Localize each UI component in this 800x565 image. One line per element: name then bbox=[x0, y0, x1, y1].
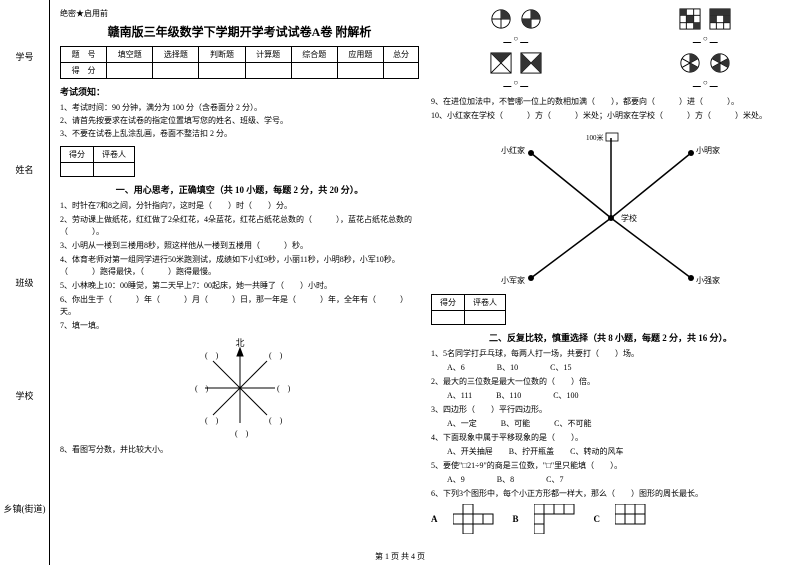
score-col-3: 判断题 bbox=[199, 47, 245, 63]
q1-3: 3、小明从一楼到三楼用8秒，照这样他从一楼到五楼用（ ）秒。 bbox=[60, 240, 419, 252]
fractions-row-2: ○ ○ bbox=[431, 52, 790, 88]
fraction-group-4: ○ bbox=[679, 52, 731, 88]
notice-title: 考试须知： bbox=[60, 85, 419, 98]
q2-1: 1、5名同学打乒乓球，每两人打一场，共要打（ ）场。 bbox=[431, 348, 790, 360]
score-col-0: 题 号 bbox=[61, 47, 107, 63]
q2-5-opts: A、9 B、8 C、7 bbox=[431, 474, 790, 486]
margin-label-1: 乡镇(街道) bbox=[4, 502, 46, 515]
q1-9: 9、在进位加法中，不管哪一位上的数相加满（ ），都要向（ ）进（ ）。 bbox=[431, 96, 790, 108]
rules: 1、考试时间：90 分钟，满分为 100 分（含卷面分 2 分）。 2、请首先按… bbox=[60, 102, 419, 140]
sub-score-table-1: 得分评卷人 bbox=[60, 146, 135, 177]
fraction-group-3: ○ bbox=[490, 52, 542, 88]
score-table: 题 号 填空题 选择题 判断题 计算题 综合题 应用题 总分 得 分 bbox=[60, 46, 419, 79]
q2-4-opts: A、开关抽屉 B、拧开瓶盖 C、转动的风车 bbox=[431, 446, 790, 458]
compass-diagram: 北 ( ) ( ) ( ) ( ) ( ) ( ) ( ) bbox=[185, 338, 295, 438]
right-column: ○ ○ ○ bbox=[431, 8, 790, 557]
polyomino-shapes: A B C bbox=[431, 504, 790, 534]
q1-2: 2、劳动课上做纸花，红红做了2朵红花，4朵蓝花，红花占纸花总数的（ ），蓝花占纸… bbox=[60, 214, 419, 238]
score-col-5: 综合题 bbox=[291, 47, 337, 63]
q1-6: 6、你出生于（ ）年（ ）月（ ）日，那一年是（ ）年，全年有（ ）天。 bbox=[60, 294, 419, 318]
q2-2: 2、最大的三位数是最大一位数的（ ）倍。 bbox=[431, 376, 790, 388]
svg-text:( ): ( ) bbox=[205, 351, 219, 360]
svg-text:小强家: 小强家 bbox=[696, 275, 720, 285]
sub-score-c2: 评卷人 bbox=[94, 147, 135, 163]
rule-2: 2、请首先按要求在试卷的指定位置填写您的姓名、班级、学号。 bbox=[60, 115, 419, 128]
rule-1: 1、考试时间：90 分钟，满分为 100 分（含卷面分 2 分）。 bbox=[60, 102, 419, 115]
svg-text:小明家: 小明家 bbox=[696, 145, 720, 155]
svg-text:( ): ( ) bbox=[269, 416, 283, 425]
fractions-row-1: ○ ○ bbox=[431, 8, 790, 44]
section1-head: 一、用心思考，正确填空（共 10 小题，每题 2 分，共 20 分）。 bbox=[60, 183, 419, 196]
score-col-1: 填空题 bbox=[107, 47, 153, 63]
q2-4: 4、下面现象中属于平移现象的是（ ）。 bbox=[431, 432, 790, 444]
margin-label-2: 学校 bbox=[15, 389, 33, 402]
shape-label-b: B bbox=[513, 514, 519, 524]
q2-5: 5、要使"□21÷9"的商是三位数，"□"里只能填（ ）。 bbox=[431, 460, 790, 472]
rule-3: 3、不要在试卷上乱涂乱画，卷面不整洁扣 2 分。 bbox=[60, 128, 419, 141]
content-area: 绝密★启用前 赣南版三年级数学下学期开学考试试卷A卷 附解析 题 号 填空题 选… bbox=[50, 0, 800, 565]
shape-label-a: A bbox=[431, 514, 438, 524]
exam-title: 赣南版三年级数学下学期开学考试试卷A卷 附解析 bbox=[60, 23, 419, 40]
q1-4: 4、体育老师对第一组同学进行50米跑测试，成绩如下小红9秒，小丽11秒，小明8秒… bbox=[60, 254, 419, 278]
fraction-group-2: ○ bbox=[679, 8, 731, 44]
square-fraction-icon bbox=[679, 8, 701, 30]
binding-margin: 学号 姓名 班级 学校 乡镇(街道) bbox=[0, 0, 50, 565]
q1-5: 5、小林晚上10：00睡觉，第二天早上7：00起床，她一共睡了（ ）小时。 bbox=[60, 280, 419, 292]
sub-score-c1: 得分 bbox=[61, 147, 94, 163]
svg-text:( ): ( ) bbox=[235, 429, 249, 438]
svg-text:小红家: 小红家 bbox=[501, 145, 525, 155]
margin-label-3: 班级 bbox=[15, 276, 33, 289]
score-col-7: 总分 bbox=[383, 47, 418, 63]
page-footer: 第 1 页 共 4 页 bbox=[0, 551, 800, 562]
score-col-2: 选择题 bbox=[153, 47, 199, 63]
fraction-group-1: ○ bbox=[490, 8, 542, 44]
score-col-4: 计算题 bbox=[245, 47, 291, 63]
polyomino-b-icon bbox=[534, 504, 579, 534]
svg-text:( ): ( ) bbox=[269, 351, 283, 360]
square-fraction-icon bbox=[490, 52, 512, 74]
svg-text:( ): ( ) bbox=[205, 416, 219, 425]
svg-text:( ): ( ) bbox=[195, 384, 209, 393]
svg-text:( ): ( ) bbox=[277, 384, 291, 393]
square-fraction-icon bbox=[709, 8, 731, 30]
shape-label-c: C bbox=[594, 514, 601, 524]
star-map-diagram: 100米 小明家 小红家 学校 小军家 小强家 bbox=[491, 128, 731, 288]
q1-7: 7、填一填。 bbox=[60, 320, 419, 332]
q2-6: 6、下列3个图形中，每个小正方形都一样大，那么（ ）图形的周长最长。 bbox=[431, 488, 790, 500]
svg-text:100米: 100米 bbox=[586, 133, 604, 142]
q2-2-opts: A、111 B、110 C、100 bbox=[431, 390, 790, 402]
q2-3: 3、四边形（ ）平行四边形。 bbox=[431, 404, 790, 416]
polyomino-c-icon bbox=[615, 504, 650, 534]
q1-8: 8、看图写分数，并比较大小。 bbox=[60, 444, 419, 456]
secret-label: 绝密★启用前 bbox=[60, 8, 419, 19]
q2-3-opts: A、一定 B、可能 C、不可能 bbox=[431, 418, 790, 430]
q1-10: 10、小红家在学校（ ）方（ ）米处；小明家在学校（ ）方（ ）米处。 bbox=[431, 110, 790, 122]
score-col-6: 应用题 bbox=[337, 47, 383, 63]
sub-score-table-2: 得分评卷人 bbox=[431, 294, 506, 325]
compass-north: 北 bbox=[235, 338, 244, 348]
circle-fraction-icon bbox=[520, 8, 542, 30]
square-fraction-icon bbox=[520, 52, 542, 74]
margin-label-4: 姓名 bbox=[15, 163, 33, 176]
q1-1: 1、时针在7和8之间，分针指向7，这时是（ ）时（ ）分。 bbox=[60, 200, 419, 212]
circle-fraction-icon bbox=[679, 52, 701, 74]
margin-label-5: 学号 bbox=[15, 50, 33, 63]
circle-fraction-icon bbox=[490, 8, 512, 30]
section2-head: 二、反复比较，慎重选择（共 8 小题，每题 2 分，共 16 分）。 bbox=[431, 331, 790, 344]
svg-text:学校: 学校 bbox=[621, 213, 637, 223]
circle-fraction-icon bbox=[709, 52, 731, 74]
left-column: 绝密★启用前 赣南版三年级数学下学期开学考试试卷A卷 附解析 题 号 填空题 选… bbox=[60, 8, 419, 557]
svg-text:小军家: 小军家 bbox=[501, 275, 525, 285]
score-row2-head: 得 分 bbox=[61, 63, 107, 79]
q2-1-opts: A、6 B、10 C、15 bbox=[431, 362, 790, 374]
polyomino-a-icon bbox=[453, 504, 498, 534]
